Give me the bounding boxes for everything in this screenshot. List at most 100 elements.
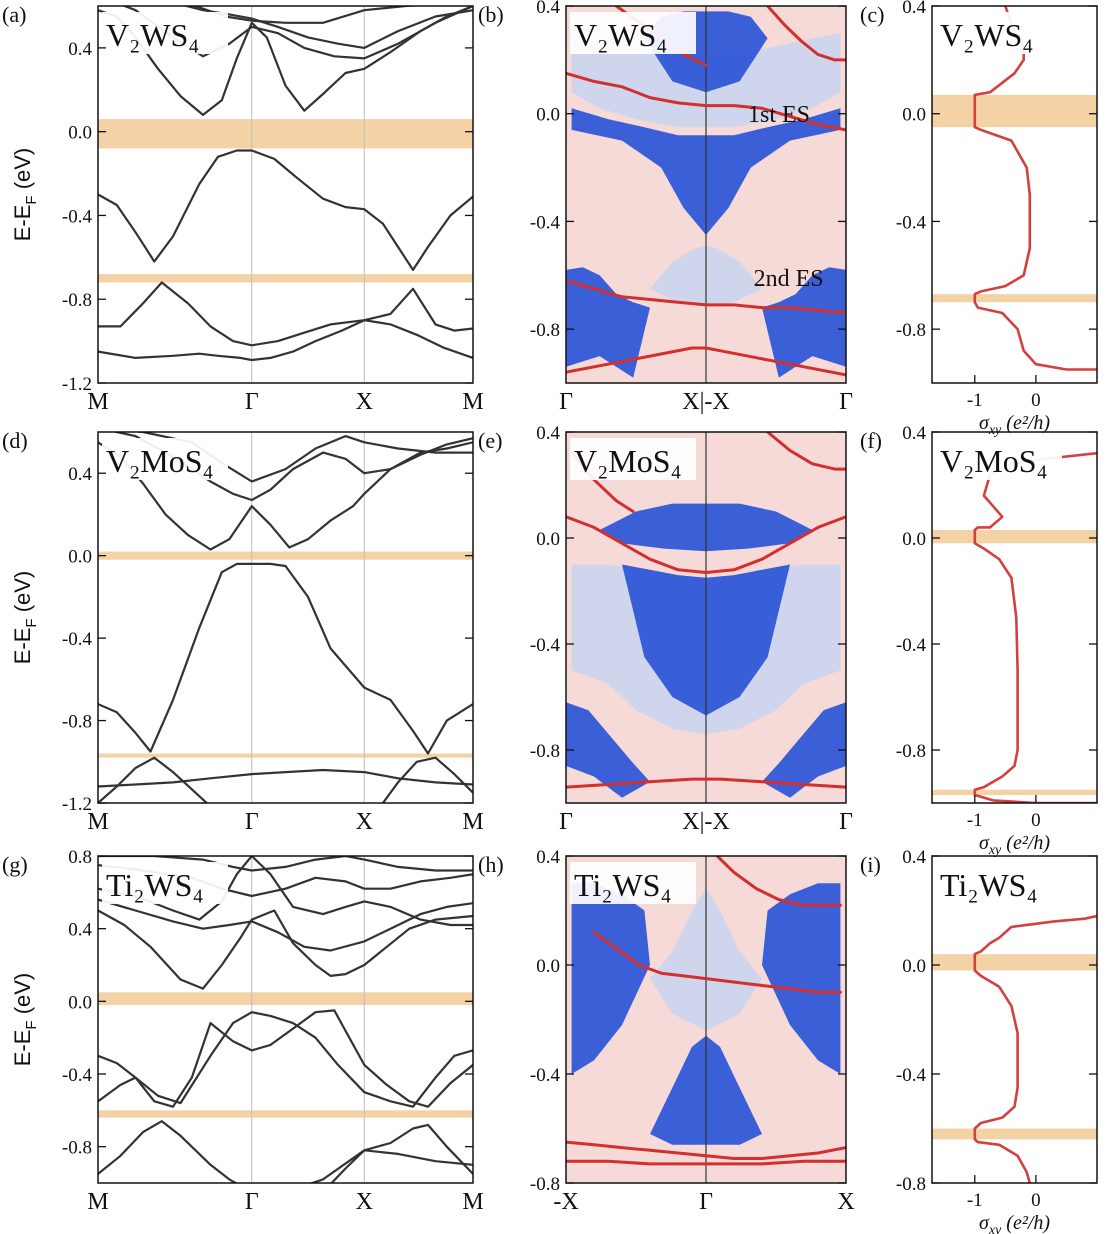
y-axis-label-unit: (eV) <box>10 973 35 1021</box>
material-label-box <box>102 862 228 904</box>
band-line-0 <box>98 1011 473 1108</box>
edge-state-line-0 <box>592 930 842 994</box>
axes-frame <box>931 855 1098 1184</box>
y-tick-label: -0.8 <box>62 1138 92 1159</box>
material-label: V₂WS₄ <box>940 17 1033 53</box>
material-label: Ti₂WS₄ <box>940 867 1038 903</box>
panel-e: V₂MoS₄ 0.4 0.0 -0.4 -0.8 Γ X|-X Γ (e) <box>478 423 853 835</box>
annotation-label: 1st ES <box>748 102 810 128</box>
material-label-box <box>570 438 696 480</box>
material-label: V₂WS₄ <box>106 17 199 53</box>
bulk-region-1 <box>762 883 841 1074</box>
k-point-label: M <box>87 809 108 835</box>
k-point-label: Γ <box>245 809 259 835</box>
y-tick-label: 0.4 <box>902 847 926 868</box>
material-label: Ti₂WS₄ <box>574 867 672 903</box>
panel-label: (e) <box>478 428 502 453</box>
sigma-symbol: σ <box>979 412 990 434</box>
y-tick-label: -0.4 <box>62 629 93 650</box>
panel-label: (h) <box>478 852 504 877</box>
material-label: V₂MoS₄ <box>940 443 1048 479</box>
gap-band-1 <box>98 1110 473 1118</box>
material-label-box <box>936 862 1062 904</box>
k-point-label: Γ <box>559 389 573 415</box>
y-axis-label-unit: (eV) <box>10 148 35 196</box>
y-axis-label-unit: (eV) <box>10 571 35 619</box>
k-point-label: X|-X <box>682 809 729 835</box>
panel-label: (i) <box>860 852 881 877</box>
y-axis-label-main: E-E <box>10 205 35 242</box>
y-axis-label-main: E-E <box>10 1030 35 1067</box>
x-tick-label: 0 <box>1031 810 1041 831</box>
k-point-label: M <box>87 1189 108 1215</box>
axes-frame <box>97 5 474 384</box>
y-tick-label: 0.4 <box>902 0 926 18</box>
k-point-label: Γ <box>245 389 259 415</box>
y-tick-label: 0.4 <box>902 423 926 444</box>
bulk-region-0 <box>571 883 650 1074</box>
panel-label: (a) <box>2 2 26 27</box>
y-tick-label: -0.4 <box>62 206 93 227</box>
y-axis-label: E-EF (eV) <box>10 148 40 242</box>
y-tick-label: 0.4 <box>68 920 92 941</box>
y-tick-label: 0.0 <box>902 105 926 126</box>
k-point-label: Γ <box>839 809 853 835</box>
k-point-label: X <box>356 389 373 415</box>
panel-label: (d) <box>2 428 28 453</box>
edge-state-line-3 <box>715 856 842 907</box>
band-line-1 <box>98 281 473 347</box>
sigma-subscript: xy <box>988 843 1002 858</box>
panel-label: (f) <box>860 428 882 453</box>
gap-band-1 <box>932 789 1097 796</box>
material-label-box <box>936 438 1062 480</box>
y-tick-label: -0.4 <box>530 1065 561 1086</box>
edge-state-line-0 <box>566 71 846 132</box>
y-tick-label: 0.0 <box>68 123 92 144</box>
plot-area <box>98 432 473 803</box>
gap-band-0 <box>98 992 473 1005</box>
material-label: V₂WS₄ <box>574 17 667 53</box>
sigma-unit: (e²/h) <box>1001 1212 1050 1234</box>
y-tick-label: 0.4 <box>68 464 92 485</box>
panel-label: (c) <box>860 2 884 27</box>
panel-b: V₂WS₄ 1st ES 2nd ES 0.4 0.0 -0.4 -0.8 Γ X|-X Γ (b) <box>478 0 853 415</box>
edge-state-line-0 <box>566 515 846 574</box>
material-label-box <box>102 438 228 480</box>
y-tick-label: -0.8 <box>896 320 926 341</box>
band-line-1 <box>98 756 209 803</box>
material-label-box <box>102 12 228 54</box>
y-tick-label: -1.2 <box>62 374 92 395</box>
band-line-2 <box>381 756 473 803</box>
y-axis-label-main: E-E <box>10 628 35 665</box>
axes-frame <box>931 431 1098 804</box>
sigma-symbol: σ <box>979 1212 990 1234</box>
sigma-subscript: xy <box>988 423 1002 438</box>
edge-state-line-1 <box>566 777 846 789</box>
y-tick-label: 0.4 <box>68 39 92 60</box>
axes-frame <box>97 855 474 1184</box>
y-tick-label: -0.8 <box>62 712 92 733</box>
gap-band-0 <box>932 530 1097 544</box>
plot-area <box>566 6 846 383</box>
material-label-box <box>936 12 1062 54</box>
gap-band-1 <box>98 753 473 758</box>
sigma-curve-0 <box>973 451 1097 803</box>
sigma-unit: (e²/h) <box>1001 412 1050 434</box>
y-tick-label: 0.0 <box>536 956 560 977</box>
y-tick-label: 0.0 <box>536 105 560 126</box>
edge-state-line-2 <box>566 346 846 377</box>
sigma-symbol: σ <box>979 832 990 854</box>
y-tick-label: 0.4 <box>536 847 560 868</box>
k-point-label: X|-X <box>682 389 729 415</box>
sigma-subscript: xy <box>988 1223 1002 1234</box>
y-tick-label: -0.4 <box>896 635 927 656</box>
y-tick-label: -0.8 <box>62 290 92 311</box>
y-tick-label: 0.8 <box>68 847 92 868</box>
annotation-label: 2nd ES <box>754 266 824 292</box>
band-line-2 <box>98 1120 473 1183</box>
y-tick-label: 0.0 <box>68 547 92 568</box>
axes-frame <box>931 5 1098 384</box>
